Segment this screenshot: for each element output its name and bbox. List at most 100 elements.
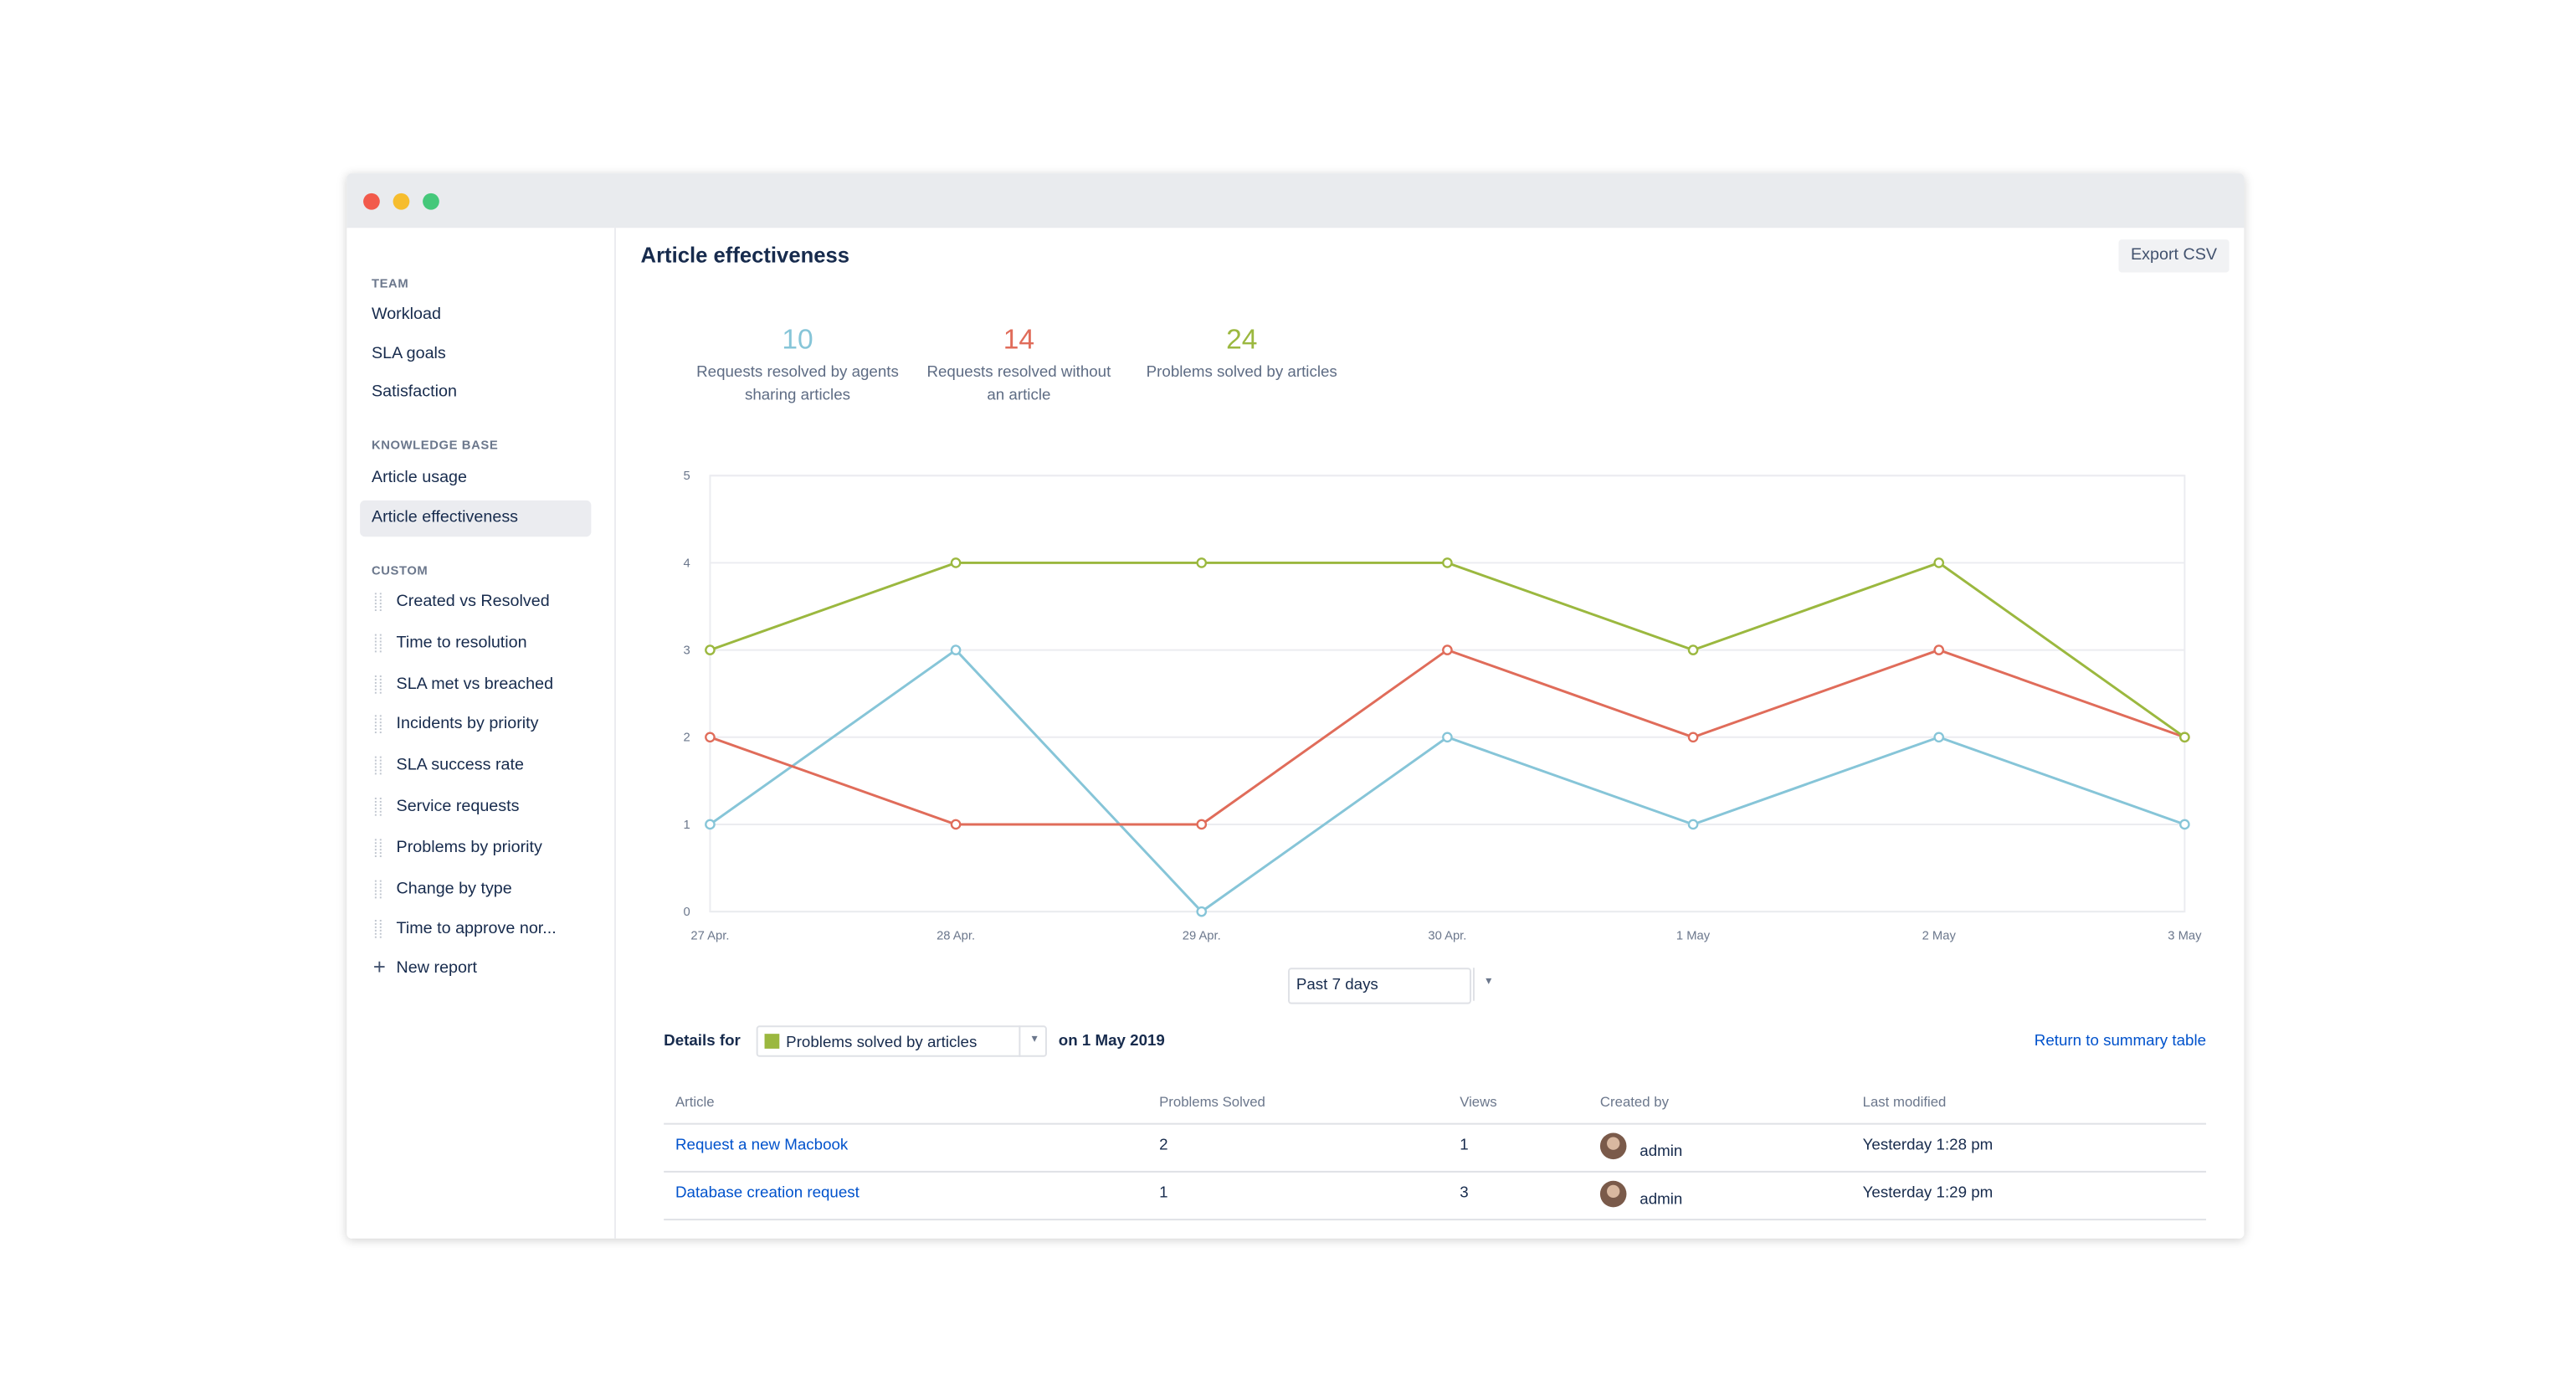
table-cell: 1 [1159, 1183, 1168, 1203]
sidebar-item[interactable]: Time to approve nor... [396, 920, 557, 939]
data-point [950, 819, 962, 830]
y-tick-label: 4 [684, 557, 690, 570]
data-point [1933, 644, 1945, 655]
table-cell: admin [1640, 1190, 1683, 1209]
y-tick-label: 0 [684, 906, 690, 919]
table-rule [664, 1219, 2207, 1221]
article-link[interactable]: Request a new Macbook [675, 1136, 849, 1155]
table-cell: 3 [1460, 1183, 1469, 1203]
y-tick-label: 5 [684, 470, 690, 483]
data-point [1196, 906, 1208, 917]
sidebar-item[interactable]: SLA success rate [396, 757, 524, 775]
x-tick-label: 28 Apr. [936, 930, 975, 943]
sidebar-item[interactable]: Article usage [371, 469, 468, 488]
window [346, 173, 2245, 1239]
sidebar-divider [613, 228, 616, 1239]
drag-handle [374, 716, 382, 734]
sidebar-item[interactable]: Problems by priority [396, 838, 542, 857]
series-line [709, 648, 2185, 914]
data-point [1933, 732, 1945, 743]
details-caret: ▾ [1019, 1025, 1049, 1057]
details-swatch [764, 1034, 780, 1049]
sidebar-heading: CUSTOM [371, 562, 428, 578]
drag-handle [374, 757, 382, 775]
data-point [705, 732, 716, 743]
stat-label: Requests resolved without an article [926, 363, 1111, 405]
x-tick-label: 2 May [1922, 930, 1957, 943]
sidebar-item[interactable]: Workload [371, 305, 441, 324]
sidebar-heading: TEAM [371, 275, 409, 291]
y-tick-label: 1 [684, 819, 690, 832]
stat-value: 10 [782, 323, 813, 356]
export-button[interactable]: Export CSV [2118, 239, 2230, 273]
details-label: Details for [664, 1032, 741, 1050]
table-cell: 1 [1460, 1136, 1469, 1155]
x-tick-label: 30 Apr. [1428, 930, 1466, 943]
sidebar-item[interactable]: Time to resolution [396, 634, 527, 652]
drag-handle [374, 879, 382, 898]
sidebar-heading: KNOWLEDGE BASE [371, 437, 499, 453]
sidebar-item[interactable]: Article effectiveness [371, 507, 519, 526]
x-tick-label: 29 Apr. [1183, 930, 1221, 943]
plus-icon: + [372, 954, 386, 980]
data-point [1687, 819, 1699, 830]
sidebar-item[interactable]: SLA goals [371, 344, 446, 363]
data-point [1687, 644, 1699, 655]
x-tick-label: 3 May [2168, 930, 2202, 943]
y-tick-label: 2 [684, 732, 690, 745]
page-title: Article effectiveness [640, 243, 850, 268]
sidebar-item[interactable]: Service requests [396, 797, 520, 816]
data-point [950, 644, 962, 655]
table-rule [664, 1170, 2207, 1173]
data-point [950, 557, 962, 568]
table-header: Last modified [1862, 1093, 1947, 1110]
data-point [2179, 732, 2190, 743]
return-link[interactable]: Return to summary table [2034, 1032, 2207, 1050]
data-point [705, 644, 716, 655]
drag-handle [374, 797, 382, 816]
stat-label: Problems solved by articles [1146, 363, 1337, 382]
data-point [1442, 557, 1453, 568]
table-cell: 2 [1159, 1136, 1168, 1155]
table-header: Created by [1599, 1093, 1669, 1110]
drag-handle [374, 675, 382, 693]
active-item-bg [360, 499, 592, 537]
details-select[interactable]: Problems solved by articles [756, 1025, 1047, 1057]
x-tick-label: 1 May [1676, 930, 1711, 943]
sidebar-item[interactable]: SLA met vs breached [396, 675, 554, 693]
drag-handle [374, 593, 382, 612]
sidebar-item[interactable]: Incidents by priority [396, 716, 539, 734]
zoom-dot[interactable] [423, 193, 439, 210]
drag-handle [374, 838, 382, 857]
sidebar-item[interactable]: Satisfaction [371, 383, 457, 402]
data-point [1442, 644, 1453, 655]
range-select[interactable]: Past 7 days [1288, 968, 1472, 1004]
avatar [1599, 1180, 1627, 1208]
stat-value: 14 [1003, 323, 1035, 356]
minimize-dot[interactable] [393, 193, 410, 210]
table-rule [664, 1122, 2207, 1125]
details-date: on 1 May 2019 [1058, 1032, 1165, 1050]
x-tick-label: 27 Apr. [690, 930, 729, 943]
table-cell: Yesterday 1:29 pm [1862, 1183, 1994, 1203]
data-point [1933, 557, 1945, 568]
data-point [1196, 819, 1208, 830]
table-header: Article [675, 1093, 715, 1110]
close-dot[interactable] [363, 193, 380, 210]
data-point [1442, 732, 1453, 743]
sidebar-item[interactable]: Change by type [396, 879, 512, 898]
sidebar-item[interactable]: Created vs Resolved [396, 593, 550, 612]
data-point [1687, 732, 1699, 743]
data-point [1196, 557, 1208, 568]
drag-handle [374, 634, 382, 652]
article-link[interactable]: Database creation request [675, 1183, 860, 1203]
stat-value: 24 [1226, 323, 1258, 356]
table-header: Views [1460, 1093, 1497, 1110]
y-tick-label: 3 [684, 644, 690, 658]
new-report[interactable]: New report [396, 959, 478, 978]
table-cell: admin [1640, 1142, 1683, 1162]
plot-frame [709, 475, 2186, 913]
data-point [705, 819, 716, 830]
